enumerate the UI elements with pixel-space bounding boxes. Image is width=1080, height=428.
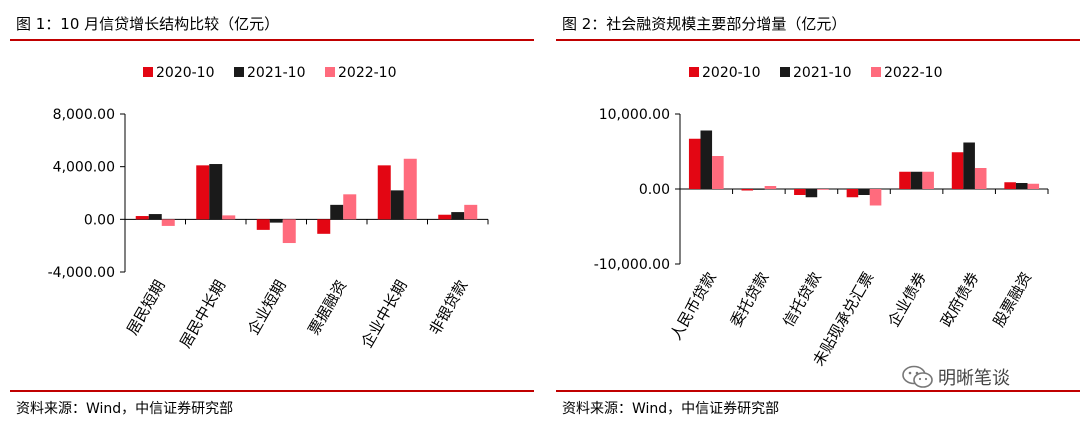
bar-2022-10-股票融资: [1027, 183, 1040, 189]
y-tick-label: 0.00: [84, 212, 115, 228]
figure-2-source: 资料来源：Wind，中信证券研究部: [562, 401, 780, 417]
x-tick-label: 票据融资: [305, 277, 351, 338]
figure-1-bottom-rule: [10, 390, 534, 392]
bar-2020-10-票据融资: [317, 219, 331, 234]
legend-swatch-2022-10: [325, 67, 335, 77]
y-tick-label: 8,000.00: [53, 107, 115, 123]
y-tick-label: 0.00: [639, 182, 670, 198]
bar-2022-10-人民币贷款: [712, 156, 724, 189]
bar-2022-10-票据融资: [343, 194, 357, 220]
bar-2020-10-人民币贷款: [688, 138, 701, 189]
bar-2022-10-委托贷款: [764, 186, 777, 189]
bar-2021-10-票据融资: [330, 204, 344, 220]
bar-2020-10-居民短期: [135, 216, 149, 220]
figure-2-panel: 图 2：社会融资规模主要部分增量（亿元） 2020-10 2021-10 2022-…: [556, 0, 1080, 428]
bar-2022-10-居民短期: [161, 219, 175, 226]
bar-2021-10-企业中长期: [390, 190, 404, 220]
figure-1-chart: 2020-10 2021-10 2022-10 8,000.00 4,000.00 0.0…: [48, 65, 489, 351]
bar-2021-10-非银贷款: [451, 212, 465, 220]
bar-2020-10-企业中长期: [377, 165, 391, 220]
y-tick-label: -4,000.00: [48, 265, 115, 281]
legend-label-2020-10: 2020-10: [702, 65, 761, 81]
wechat-icon: [902, 365, 933, 388]
x-tick-label: 企业短期: [244, 277, 290, 338]
bar-2022-10-企业中长期: [403, 158, 417, 220]
y-tick-label: 10,000.00: [599, 107, 670, 123]
x-tick-label: 信托贷款: [779, 269, 825, 330]
bar-2021-10-股票融资: [1015, 183, 1028, 189]
legend-label-2022-10: 2022-10: [884, 65, 943, 81]
legend-swatch-2021-10: [780, 67, 790, 77]
bar-2021-10-信托贷款: [805, 189, 818, 198]
bar-2021-10-居民短期: [148, 214, 162, 220]
bar-2022-10-企业短期: [282, 219, 296, 244]
bar-2021-10-未贴现承兑汇票: [858, 189, 870, 195]
x-tick-label: 居民中长期: [176, 277, 229, 351]
x-tick-label: 股票融资: [990, 269, 1036, 330]
legend-label-2022-10: 2022-10: [338, 65, 397, 81]
x-tick-label: 委托贷款: [727, 269, 773, 330]
bar-2020-10-未贴现承兑汇票: [846, 189, 859, 198]
figure-2-title: 图 2：社会融资规模主要部分增量（亿元）: [562, 15, 847, 33]
bar-2021-10-企业债券: [910, 171, 923, 189]
legend-swatch-2020-10: [143, 67, 153, 77]
figure-2-chart: 2020-10 2021-10 2022-10 10,000.00 0.00 -10,00…: [594, 65, 1049, 369]
x-tick-label: 企业中长期: [358, 277, 411, 351]
figure-2-bottom-rule: [556, 390, 1080, 392]
bar-2021-10-人民币贷款: [700, 130, 713, 189]
bar-2020-10-政府债券: [951, 152, 964, 189]
wechat-watermark: 明晰笔谈: [896, 360, 1076, 394]
bar-2021-10-居民中长期: [209, 164, 223, 220]
legend-swatch-2022-10: [871, 67, 881, 77]
legend-label-2020-10: 2020-10: [156, 65, 215, 81]
bar-2021-10-企业短期: [269, 219, 283, 223]
figure-2-top-rule: [556, 39, 1080, 41]
x-tick-label: 居民短期: [123, 277, 169, 338]
bar-2020-10-股票融资: [1004, 182, 1016, 189]
figure-1-panel: 图 1：10 月信贷增长结构比较（亿元） 2020-10 2021-10 2022-…: [10, 0, 534, 428]
bar-2020-10-信托贷款: [794, 189, 806, 195]
bar-2022-10-企业债券: [922, 171, 934, 189]
bar-2021-10-政府债券: [963, 142, 975, 189]
bar-2022-10-未贴现承兑汇票: [869, 189, 882, 206]
bar-2020-10-企业短期: [256, 219, 270, 230]
y-tick-label: -10,000.00: [594, 257, 670, 273]
bar-2020-10-委托贷款: [741, 189, 754, 191]
bar-2020-10-居民中长期: [196, 165, 210, 220]
bar-2021-10-委托贷款: [753, 189, 765, 190]
x-tick-label: 企业债券: [884, 269, 930, 330]
legend-swatch-2020-10: [689, 67, 699, 77]
bar-2022-10-非银贷款: [464, 204, 478, 220]
bar-2020-10-企业债券: [899, 171, 911, 189]
bar-2020-10-非银贷款: [438, 214, 452, 220]
figure-1-top-rule: [10, 39, 534, 41]
bar-2022-10-信托贷款: [817, 189, 829, 190]
x-tick-label: 人民币贷款: [667, 269, 720, 343]
legend-label-2021-10: 2021-10: [247, 65, 306, 81]
figure-1-title: 图 1：10 月信贷增长结构比较（亿元）: [16, 15, 280, 33]
bar-2022-10-居民中长期: [222, 215, 236, 220]
figure-1-source: 资料来源：Wind，中信证券研究部: [16, 401, 234, 417]
legend-label-2021-10: 2021-10: [793, 65, 852, 81]
legend-swatch-2021-10: [234, 67, 244, 77]
watermark-text: 明晰笔谈: [938, 368, 1010, 389]
bar-2022-10-政府债券: [974, 168, 987, 189]
x-tick-label: 非银贷款: [426, 277, 472, 338]
y-tick-label: 4,000.00: [53, 160, 115, 176]
x-tick-label: 政府债券: [937, 269, 983, 330]
